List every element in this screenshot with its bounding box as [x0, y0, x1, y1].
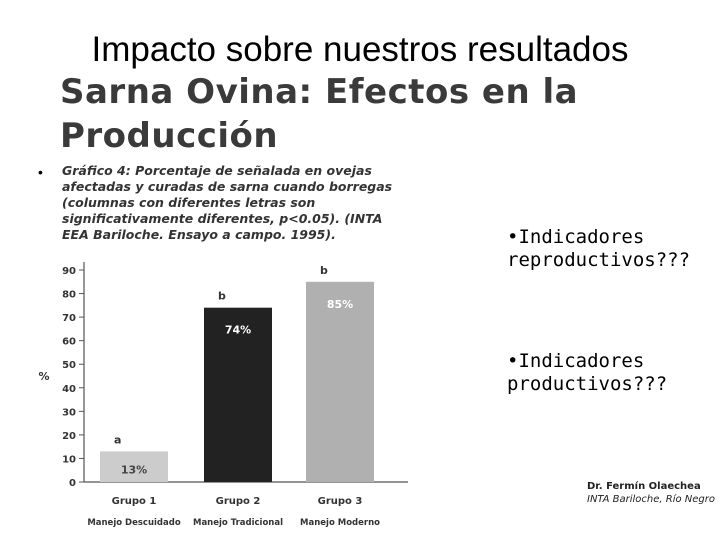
x-tick-label: Grupo 1 [112, 496, 157, 507]
x-tick-label: Grupo 3 [318, 496, 363, 507]
chart-caption: Gráfico 4: Porcentaje de señalada en ove… [62, 163, 393, 242]
section-heading-continued: Producción [60, 116, 279, 156]
section-heading: Sarna Ovina: Efectos en la [60, 72, 579, 112]
caption-bullet: • [38, 164, 43, 180]
data-label: 13% [121, 463, 147, 476]
significance-letter: b [218, 290, 226, 303]
author-organization: INTA Bariloche, Río Negro [587, 494, 715, 505]
bullet-productive-indicators: •Indicadores productivos??? [507, 350, 668, 395]
bar-1 [100, 451, 168, 482]
y-tick-label: 10 [62, 454, 76, 465]
author-name: Dr. Fermín Olaechea [587, 481, 701, 492]
y-tick-label: 30 [62, 407, 76, 418]
bar-3 [306, 281, 374, 482]
data-label: 74% [225, 324, 251, 337]
y-tick-label: 60 [62, 337, 76, 348]
y-tick-label: 20 [62, 431, 76, 442]
x-tick-label: Grupo 2 [216, 496, 261, 507]
y-tick-label: 0 [69, 478, 76, 489]
y-tick-label: 80 [62, 290, 76, 301]
x-tick-sublabel: Manejo Tradicional [193, 518, 283, 528]
y-tick-label: 50 [62, 360, 76, 371]
significance-letter: b [320, 264, 328, 277]
author-credit: Dr. Fermín Olaechea INTA Bariloche, Río … [587, 480, 715, 506]
y-tick-label: 70 [62, 313, 76, 324]
slide-title: Impacto sobre nuestros resultados [91, 30, 629, 69]
data-label: 85% [327, 298, 353, 311]
bullet-reproductive-indicators: •Indicadores reproductivos??? [507, 226, 691, 271]
y-tick-label: 40 [62, 384, 76, 395]
x-tick-sublabel: Manejo Moderno [300, 518, 380, 528]
x-tick-sublabel: Manejo Descuidado [87, 518, 181, 528]
bar-2 [204, 307, 272, 482]
y-axis-label: % [38, 370, 49, 383]
y-tick-label: 90 [62, 266, 76, 277]
significance-letter: a [114, 433, 121, 446]
